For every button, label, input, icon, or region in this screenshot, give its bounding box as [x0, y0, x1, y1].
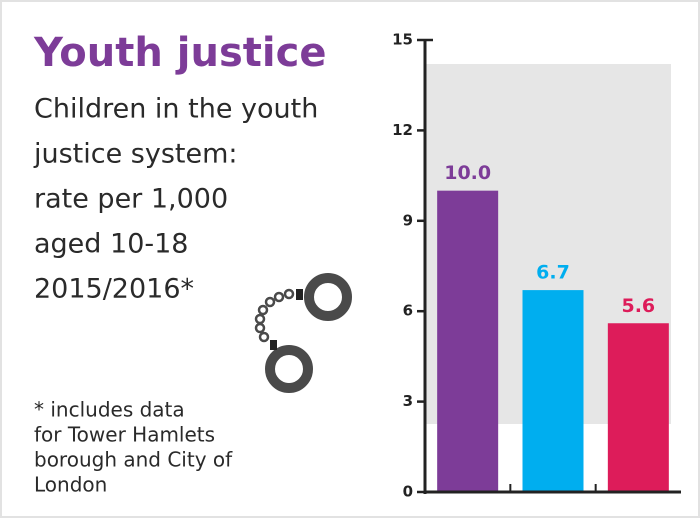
footnote-line: borough and City of — [34, 448, 233, 472]
value-label: 5.6 — [621, 295, 655, 317]
bar — [437, 190, 499, 492]
y-tick-label: 6 — [403, 302, 413, 320]
footnote-line: for Tower Hamlets — [34, 423, 215, 447]
subtitle-line: rate per 1,000 — [34, 184, 228, 215]
subtitle: Children in the youth justice system: ra… — [33, 94, 318, 305]
subtitle-line: 2015/2016* — [34, 274, 194, 305]
bar — [607, 323, 669, 492]
y-tick-label: 15 — [392, 31, 413, 49]
y-tick-label: 0 — [403, 483, 413, 501]
footnote: * includes data for Tower Hamlets boroug… — [34, 398, 233, 497]
chart-title: Youth justice — [33, 30, 326, 76]
footnote-line: * includes data — [34, 398, 185, 422]
bar — [522, 290, 584, 492]
subtitle-line: Children in the youth — [34, 94, 318, 125]
y-tick-label: 3 — [403, 392, 413, 410]
footnote-line: London — [34, 473, 107, 497]
y-tick-label: 12 — [392, 121, 413, 139]
handcuffs-icon — [254, 273, 352, 393]
subtitle-line: justice system: — [33, 139, 238, 170]
value-label: 6.7 — [536, 262, 570, 284]
value-label: 10.0 — [444, 162, 491, 184]
plot: 0 3 6 9 12 15 10.0 6.7 5.6 — [392, 31, 681, 501]
y-tick-label: 9 — [403, 211, 413, 229]
subtitle-line: aged 10-18 — [34, 229, 188, 260]
